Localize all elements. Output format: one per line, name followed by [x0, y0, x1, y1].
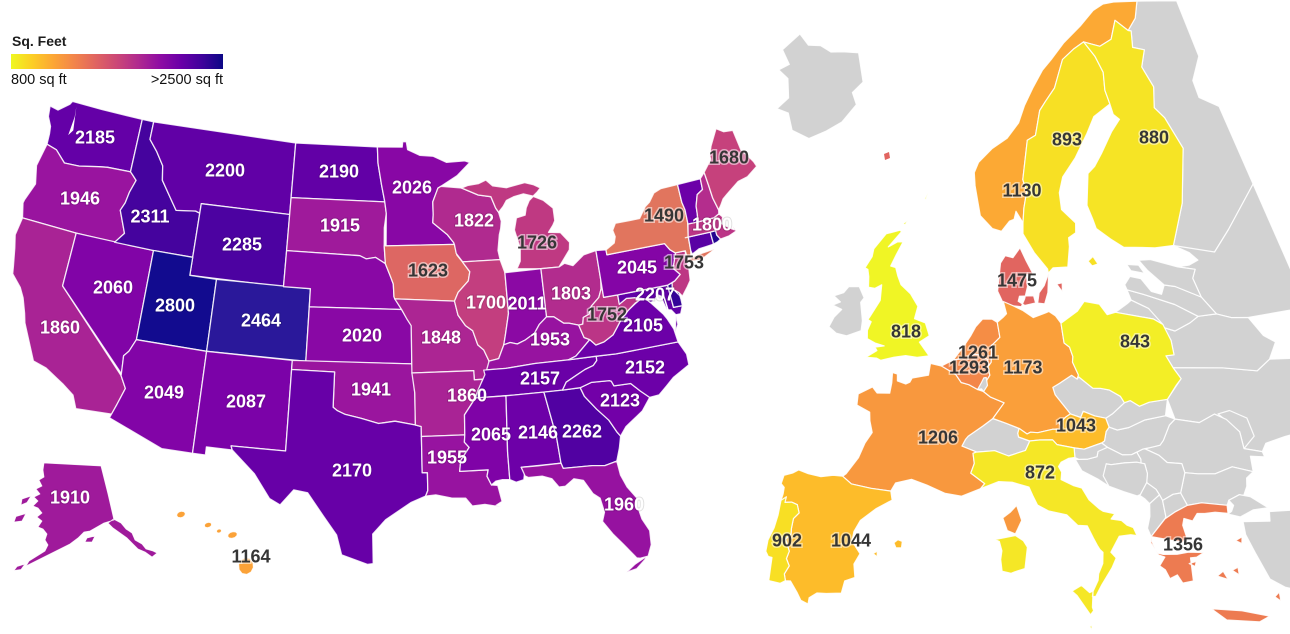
svg-text:1800: 1800 — [692, 215, 732, 235]
svg-text:2464: 2464 — [241, 311, 281, 331]
svg-text:1960: 1960 — [604, 495, 644, 515]
svg-text:1752: 1752 — [587, 305, 627, 325]
svg-text:2185: 2185 — [75, 128, 115, 148]
svg-text:1206: 1206 — [918, 428, 958, 448]
svg-text:902: 902 — [772, 531, 802, 551]
svg-text:1953: 1953 — [530, 330, 570, 350]
svg-text:2105: 2105 — [623, 316, 663, 336]
svg-text:2026: 2026 — [392, 178, 432, 198]
svg-text:1700: 1700 — [466, 293, 506, 313]
svg-text:Sq. Feet: Sq. Feet — [12, 33, 67, 49]
svg-text:2060: 2060 — [93, 278, 133, 298]
svg-text:1293: 1293 — [949, 358, 989, 378]
svg-text:1860: 1860 — [447, 386, 487, 406]
svg-text:2190: 2190 — [319, 162, 359, 182]
svg-text:893: 893 — [1052, 130, 1082, 150]
svg-text:880: 880 — [1139, 128, 1169, 148]
svg-text:843: 843 — [1120, 332, 1150, 352]
svg-text:800 sq ft: 800 sq ft — [11, 72, 67, 88]
svg-text:2207: 2207 — [635, 285, 675, 305]
svg-text:1910: 1910 — [50, 488, 90, 508]
svg-text:1955: 1955 — [427, 448, 467, 468]
svg-text:872: 872 — [1025, 463, 1055, 483]
svg-text:1860: 1860 — [40, 318, 80, 338]
svg-text:>2500 sq ft: >2500 sq ft — [151, 72, 223, 88]
svg-text:1173: 1173 — [1003, 358, 1042, 378]
svg-text:2285: 2285 — [222, 235, 262, 255]
svg-text:1848: 1848 — [421, 328, 461, 348]
svg-text:2152: 2152 — [625, 358, 665, 378]
svg-text:2065: 2065 — [471, 425, 511, 445]
svg-text:2146: 2146 — [518, 423, 558, 443]
svg-text:1130: 1130 — [1002, 181, 1041, 201]
svg-text:1623: 1623 — [408, 261, 448, 281]
svg-text:1043: 1043 — [1056, 416, 1096, 436]
svg-text:1680: 1680 — [709, 148, 749, 168]
svg-text:1941: 1941 — [351, 380, 391, 400]
svg-text:2200: 2200 — [205, 161, 245, 181]
svg-text:2045: 2045 — [617, 258, 657, 278]
svg-text:1044: 1044 — [831, 531, 871, 551]
svg-text:2157: 2157 — [520, 369, 560, 389]
svg-text:818: 818 — [891, 322, 921, 342]
svg-text:2800: 2800 — [155, 296, 195, 316]
svg-text:2087: 2087 — [226, 392, 266, 412]
svg-text:1822: 1822 — [454, 211, 494, 231]
svg-text:2170: 2170 — [332, 461, 372, 481]
svg-text:2011: 2011 — [507, 294, 546, 314]
svg-text:1726: 1726 — [517, 233, 557, 253]
svg-text:1490: 1490 — [644, 206, 684, 226]
svg-text:1946: 1946 — [60, 189, 100, 209]
svg-text:2123: 2123 — [600, 391, 640, 411]
svg-text:1475: 1475 — [997, 271, 1037, 291]
svg-text:1753: 1753 — [664, 253, 704, 273]
svg-text:1356: 1356 — [1163, 535, 1203, 555]
svg-text:2311: 2311 — [130, 207, 169, 227]
svg-text:1164: 1164 — [231, 547, 270, 567]
svg-text:1803: 1803 — [551, 284, 591, 304]
svg-text:2262: 2262 — [562, 422, 602, 442]
svg-text:1915: 1915 — [320, 216, 360, 236]
svg-text:1261: 1261 — [958, 343, 998, 363]
svg-text:2049: 2049 — [144, 383, 184, 403]
svg-text:2020: 2020 — [342, 326, 382, 346]
